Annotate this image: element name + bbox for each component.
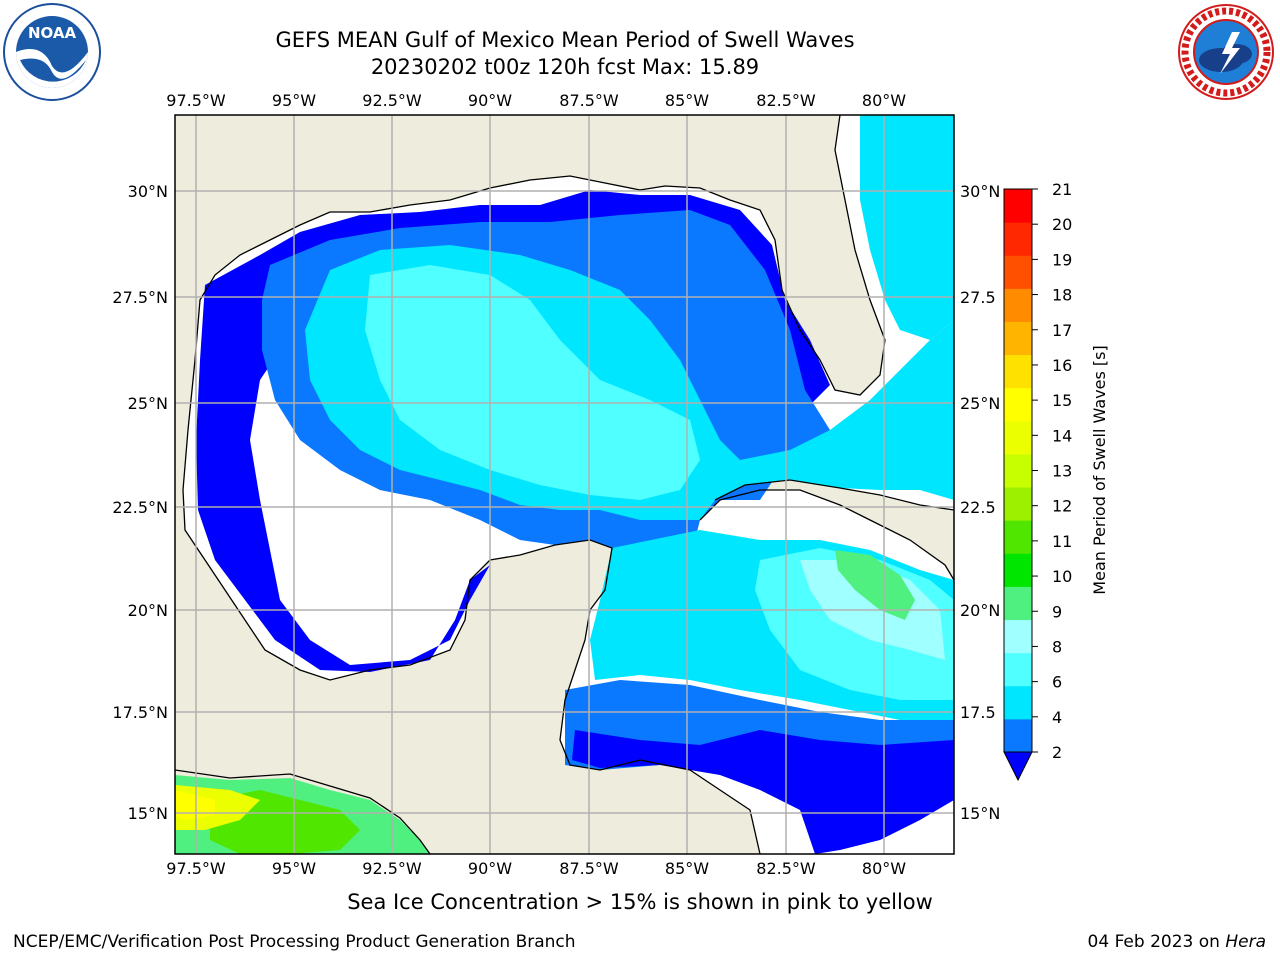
colorbar-band bbox=[1004, 487, 1032, 521]
lon-label: 87.5°W bbox=[559, 859, 619, 878]
map-title: GEFS MEAN Gulf of Mexico Mean Period of … bbox=[275, 28, 855, 52]
colorbar-label: Mean Period of Swell Waves [s] bbox=[1090, 345, 1109, 594]
lon-label: 90°W bbox=[468, 91, 512, 110]
colorbar-band bbox=[1004, 189, 1032, 223]
lat-labels-left: 30°N 27.5°N 25°N 22.5°N 20°N 17.5°N 15°N bbox=[112, 182, 168, 823]
colorbar-band bbox=[1004, 453, 1032, 488]
colorbar-tick-label: 8 bbox=[1052, 637, 1062, 656]
lat-label: 27.5 bbox=[960, 288, 996, 307]
lon-label: 82.5°W bbox=[756, 91, 816, 110]
colorbar-tick-label: 4 bbox=[1052, 708, 1062, 727]
lon-label: 92.5°W bbox=[362, 859, 422, 878]
colorbar-band bbox=[1004, 652, 1032, 687]
sea-ice-caption: Sea Ice Concentration > 15% is shown in … bbox=[347, 890, 933, 914]
colorbar-band bbox=[1004, 685, 1032, 720]
coastline bbox=[175, 115, 954, 854]
colorbar-tick-label: 9 bbox=[1052, 602, 1062, 621]
yucatan bbox=[465, 540, 612, 760]
lon-label: 87.5°W bbox=[559, 91, 619, 110]
lat-label: 25°N bbox=[128, 394, 168, 413]
colorbar-band bbox=[1004, 619, 1032, 654]
colorbar-tick-label: 15 bbox=[1052, 391, 1072, 410]
lat-label: 17.5°N bbox=[112, 703, 168, 722]
footer-machine: Hera bbox=[1225, 932, 1266, 952]
lon-label: 95°W bbox=[272, 859, 316, 878]
lon-label: 80°W bbox=[862, 91, 906, 110]
colorbar-tick-label: 12 bbox=[1052, 497, 1072, 516]
footer-date: 04 Feb 2023 on Hera bbox=[1088, 932, 1266, 952]
colorbar-tick-label: 21 bbox=[1052, 180, 1072, 199]
contour-caribbean-10s bbox=[835, 550, 915, 620]
colorbar-band bbox=[1004, 718, 1032, 753]
lat-label: 22.5 bbox=[960, 498, 996, 517]
colorbar-band bbox=[1004, 387, 1032, 422]
colorbar-band bbox=[1004, 420, 1032, 455]
lat-label: 15°N bbox=[960, 804, 1000, 823]
map-area bbox=[175, 115, 954, 854]
noaa-logo: NOAA bbox=[3, 3, 101, 101]
contour-caribbean-south-2s bbox=[572, 730, 954, 854]
lat-label: 22.5°N bbox=[112, 498, 168, 517]
lat-label: 17.5 bbox=[960, 703, 996, 722]
lat-labels-right: 30°N 27.5 25°N 22.5 20°N 17.5 15°N bbox=[960, 182, 1000, 823]
colorbar-band bbox=[1004, 255, 1032, 289]
colorbar-tick-label: 6 bbox=[1052, 673, 1062, 692]
colorbar-band bbox=[1004, 354, 1032, 389]
colorbar-tick-label: 2 bbox=[1052, 743, 1062, 762]
lon-labels-bottom: 97.5°W 95°W 92.5°W 90°W 87.5°W 85°W 82.5… bbox=[166, 859, 906, 878]
colorbar-band bbox=[1004, 288, 1032, 322]
colorbar-tick-label: 16 bbox=[1052, 356, 1072, 375]
colorbar-tick-label: 19 bbox=[1052, 250, 1072, 269]
colorbar-tick-label: 13 bbox=[1052, 462, 1072, 481]
lat-label: 27.5°N bbox=[112, 288, 168, 307]
colorbar-band bbox=[1004, 586, 1032, 621]
nws-logo bbox=[1178, 4, 1274, 100]
lat-label: 20°N bbox=[128, 601, 168, 620]
footer-on: on bbox=[1193, 932, 1226, 952]
cuba bbox=[700, 480, 954, 580]
contour-8s bbox=[365, 265, 700, 500]
colorbar-tick-label: 18 bbox=[1052, 286, 1072, 305]
lon-label: 90°W bbox=[468, 859, 512, 878]
lon-labels-top: 97.5°W 95°W 92.5°W 90°W 87.5°W 85°W 82.5… bbox=[166, 91, 906, 110]
footer-date-value: 04 Feb 2023 bbox=[1087, 932, 1194, 952]
map-subtitle: 20230202 t00z 120h fcst Max: 15.89 bbox=[370, 55, 760, 79]
colorbar-tick-label: 20 bbox=[1052, 215, 1072, 234]
colorbar-tick-label: 14 bbox=[1052, 426, 1072, 445]
lat-label: 15°N bbox=[128, 804, 168, 823]
colorbar-band bbox=[1004, 520, 1032, 554]
map-frame bbox=[174, 114, 955, 855]
colorbar-tick-label: 17 bbox=[1052, 321, 1072, 340]
colorbar: 2 4 6 8 9 10 11 12 13 14 15 16 17 18 19 20 21 bbox=[1003, 180, 1072, 782]
noaa-logo-text: NOAA bbox=[28, 24, 77, 42]
graticule bbox=[175, 115, 954, 854]
colorbar-band bbox=[1004, 321, 1032, 356]
colorbar-band bbox=[1004, 222, 1032, 256]
lon-label: 85°W bbox=[665, 859, 709, 878]
lon-label: 92.5°W bbox=[362, 91, 422, 110]
lat-label: 25°N bbox=[960, 394, 1000, 413]
lon-label: 82.5°W bbox=[756, 859, 816, 878]
colorbar-tick-label: 11 bbox=[1052, 532, 1072, 551]
lon-label: 95°W bbox=[272, 91, 316, 110]
lon-label: 80°W bbox=[862, 859, 906, 878]
colorbar-extend-triangle bbox=[1003, 751, 1033, 782]
colorbar-tick-label: 10 bbox=[1052, 567, 1072, 586]
lon-label: 85°W bbox=[665, 91, 709, 110]
lat-label: 30°N bbox=[960, 182, 1000, 201]
lon-label: 97.5°W bbox=[166, 859, 226, 878]
lat-label: 30°N bbox=[128, 182, 168, 201]
footer-credit: NCEP/EMC/Verification Post Processing Pr… bbox=[13, 932, 576, 952]
colorbar-band bbox=[1004, 553, 1032, 587]
lon-label: 97.5°W bbox=[166, 91, 226, 110]
lat-label: 20°N bbox=[960, 601, 1000, 620]
